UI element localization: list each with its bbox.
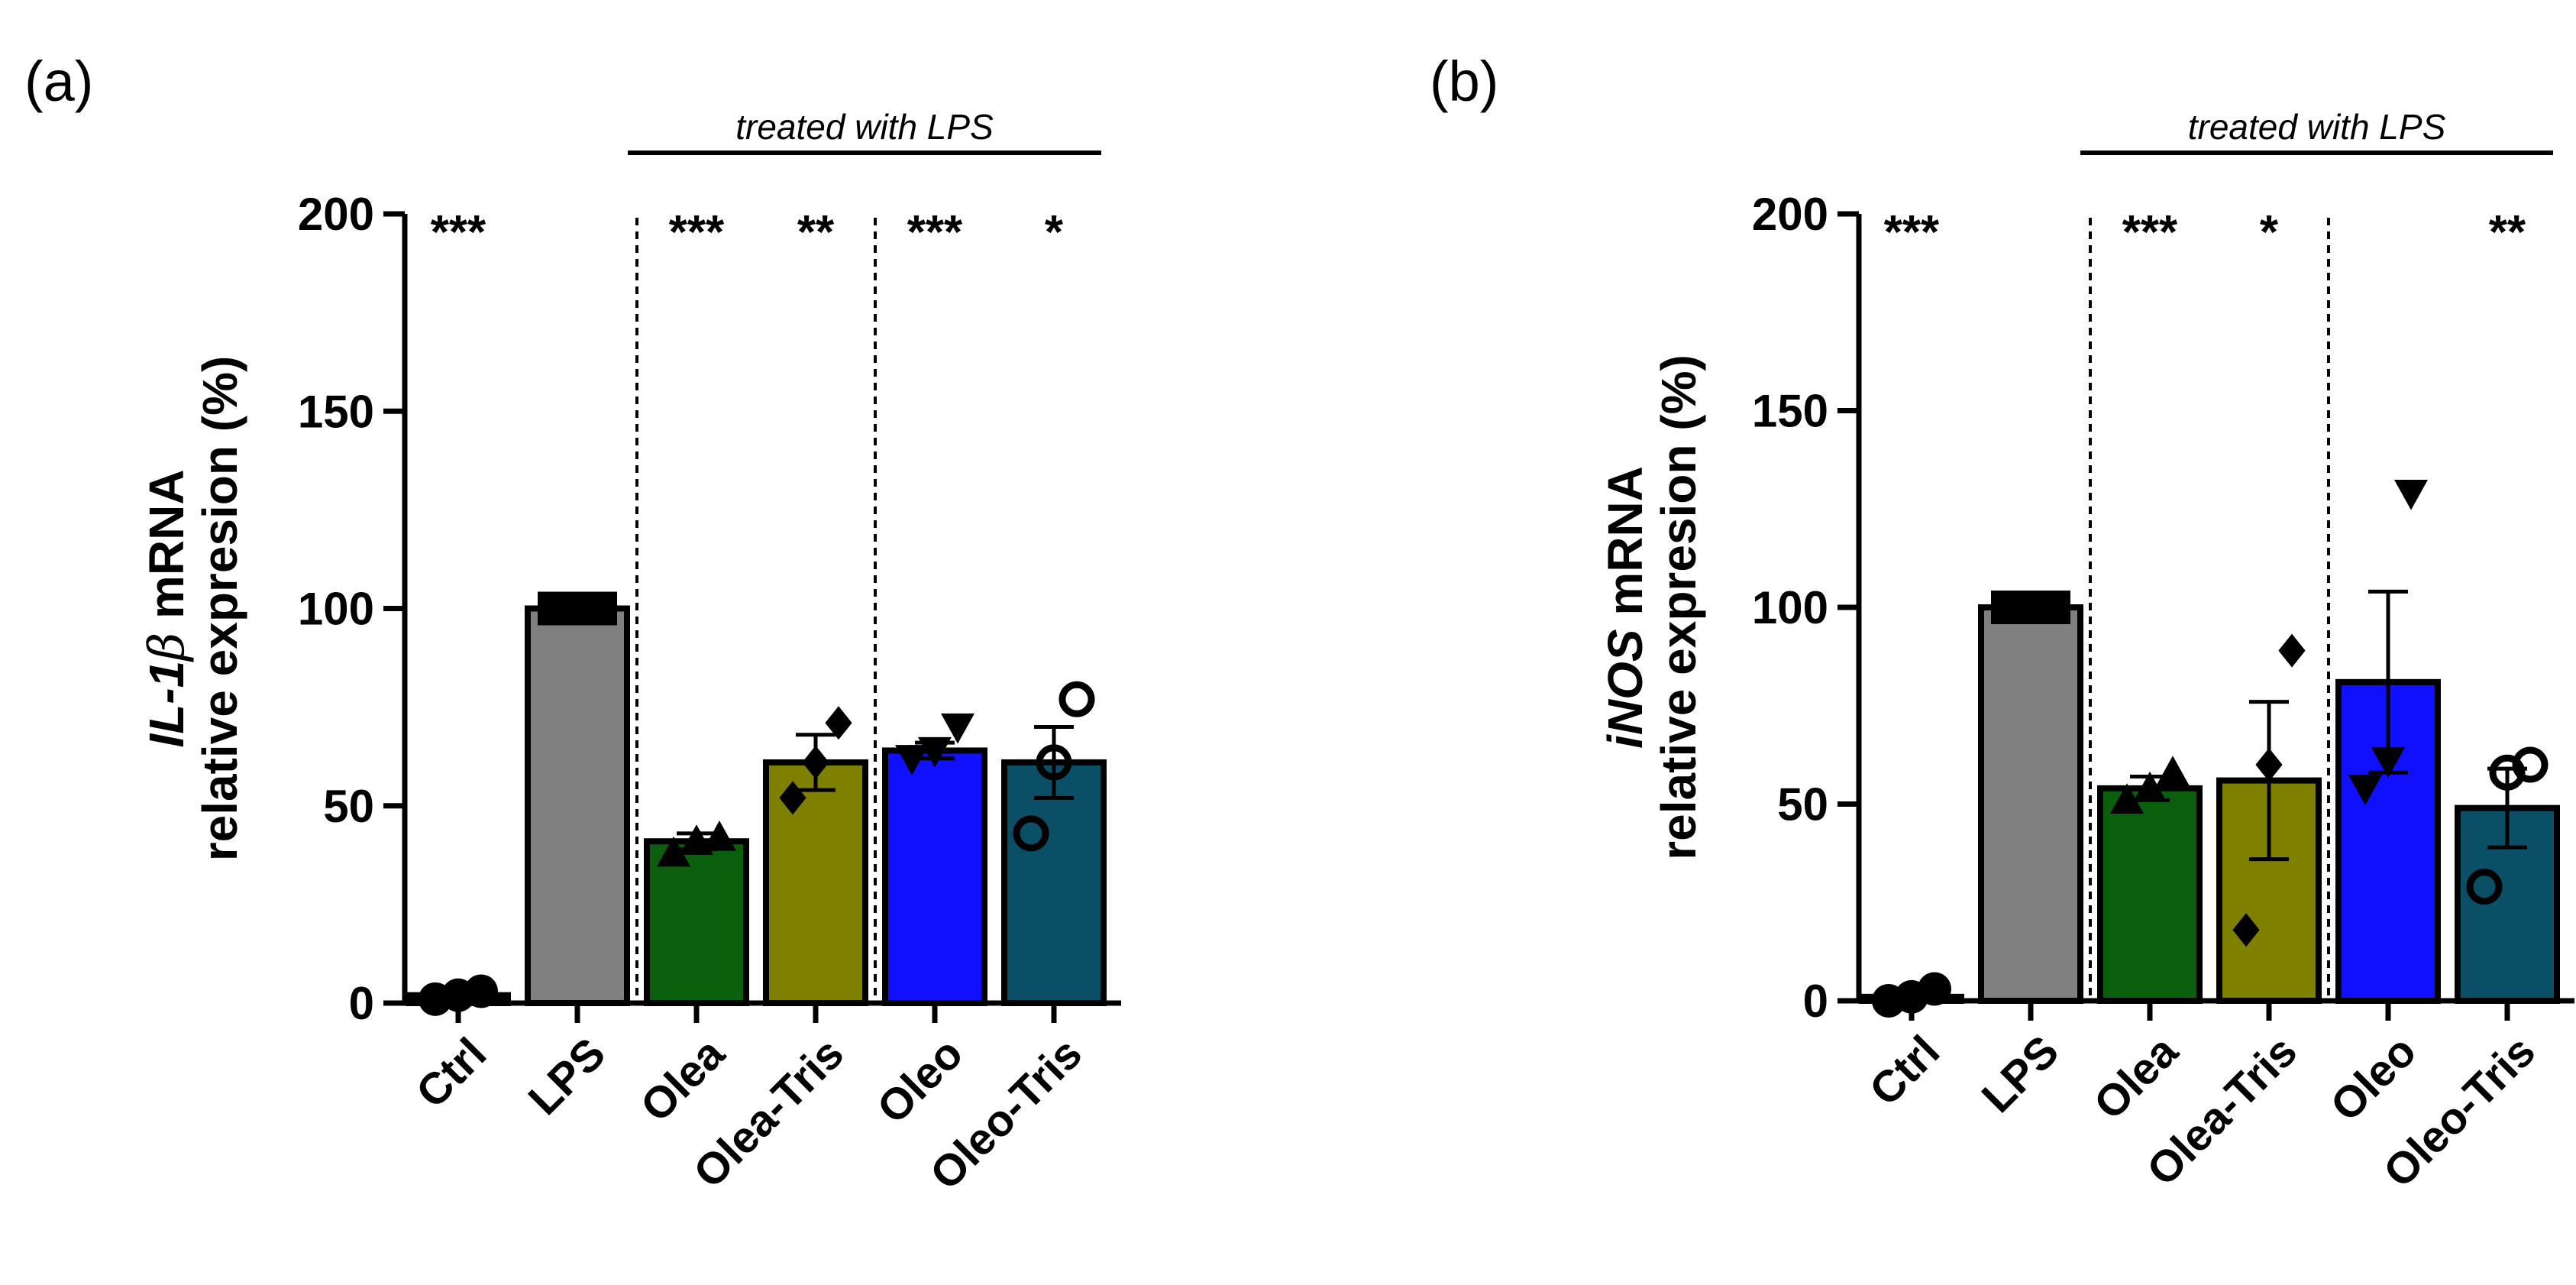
data-point — [1059, 681, 1095, 717]
x-category-label: Oleo — [868, 1028, 972, 1133]
x-category-label: Oleo — [2321, 1026, 2426, 1131]
significance-marker: * — [1045, 206, 1064, 259]
bar-oleo — [882, 747, 987, 1006]
y-tick-label: 150 — [1752, 386, 1828, 437]
y-tick-label: 0 — [1803, 976, 1828, 1027]
data-point — [1036, 744, 1072, 781]
data-point — [941, 713, 974, 744]
data-point — [2255, 748, 2283, 782]
bar-olea — [2097, 785, 2203, 1005]
treatment-bracket-label: treated with LPS — [2188, 107, 2446, 147]
data-point — [2278, 633, 2306, 668]
data-point — [464, 974, 498, 1008]
data-point — [2512, 746, 2549, 783]
data-point — [918, 736, 952, 768]
panel-a-il1b-chart: (a) treated with LPS 0 50 100 150 200 IL-1β mRN… — [24, 50, 1121, 1199]
y-tick-label: 200 — [298, 189, 374, 240]
significance-marker: *** — [2122, 206, 2178, 259]
significance-marker: *** — [669, 206, 725, 259]
y-tick-label: 50 — [1777, 779, 1828, 830]
data-point — [2133, 771, 2167, 802]
y-axis-label-line2: relative expresion (%) — [192, 356, 247, 862]
panel-b-inos-chart: (b) treated with LPS 0 50 100 150 200 iNOS mRNA… — [1430, 50, 2574, 1197]
x-category-label: LPS — [519, 1028, 615, 1125]
data-point — [1013, 815, 1049, 852]
significance-marker: *** — [1884, 206, 1940, 259]
data-point — [2466, 869, 2503, 905]
data-point — [2156, 756, 2190, 786]
significance-marker: ** — [797, 206, 835, 259]
data-point — [2394, 480, 2428, 510]
panel-label: (b) — [1430, 50, 1498, 113]
x-category-label: Ctrl — [407, 1028, 496, 1118]
y-tick-label: 0 — [349, 978, 374, 1029]
data-point — [2110, 783, 2144, 814]
significance-marker: ** — [2489, 206, 2526, 259]
data-point — [802, 745, 829, 779]
y-tick-label: 50 — [323, 781, 374, 832]
data-point — [2348, 775, 2382, 805]
data-point — [657, 836, 690, 867]
x-category-label: Olea — [2084, 1026, 2187, 1129]
data-point — [779, 781, 806, 815]
y-tick-label: 100 — [1752, 582, 1828, 633]
significance-marker: * — [2260, 206, 2279, 259]
y-tick-label: 200 — [1752, 189, 1828, 240]
data-point — [895, 745, 929, 775]
data-point — [825, 706, 852, 740]
y-axis-label-line1: iNOS mRNA — [1598, 466, 1653, 749]
y-axis-label-line2: relative expresion (%) — [1651, 354, 1706, 860]
data-point — [703, 821, 736, 851]
y-tick-label: 100 — [298, 584, 374, 635]
bar-lps — [1978, 604, 2083, 1004]
bar-lps — [525, 605, 630, 1006]
y-axis-label-line1: IL-1β mRNA — [139, 469, 196, 747]
panel-label: (a) — [24, 50, 93, 113]
x-category-label: Olea — [631, 1028, 734, 1131]
significance-marker: *** — [907, 206, 963, 259]
x-category-label: LPS — [1972, 1026, 2068, 1122]
data-point — [2371, 747, 2405, 778]
data-point — [2232, 913, 2260, 947]
x-category-label: Ctrl — [1860, 1026, 1950, 1115]
y-tick-label: 150 — [298, 386, 374, 437]
data-point — [583, 591, 617, 626]
data-point — [1918, 972, 1951, 1006]
significance-marker: *** — [431, 206, 486, 259]
treatment-bracket-label: treated with LPS — [735, 107, 994, 147]
data-point — [2037, 591, 2070, 624]
